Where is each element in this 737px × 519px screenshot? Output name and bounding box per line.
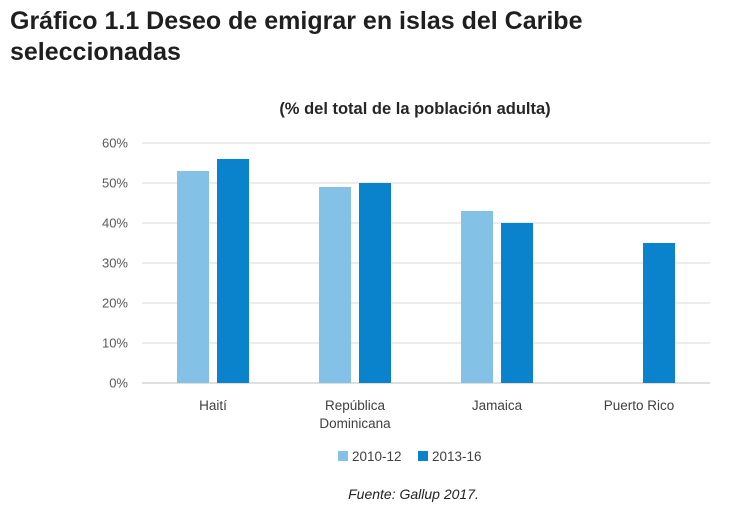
y-tick-label: 40%: [102, 216, 128, 231]
chart-title: Gráfico 1.1 Deseo de emigrar en islas de…: [10, 6, 720, 68]
legend-swatch: [418, 451, 428, 461]
x-category-label: Jamaica: [472, 398, 523, 413]
bars: [177, 159, 675, 383]
y-tick-label: 10%: [102, 336, 128, 351]
chart-title-line-1: Gráfico 1.1 Deseo de emigrar en islas de…: [10, 7, 583, 35]
bar-2013-16-2: [501, 223, 533, 383]
legend-label: 2010-12: [352, 449, 402, 464]
bar-2010-12-1: [319, 187, 351, 383]
x-category-label: República Dominicana: [319, 398, 391, 431]
legend: 2010-12 2013-16: [338, 449, 482, 464]
bar-2010-12-2: [461, 211, 493, 383]
chart-subtitle: (% del total de la población adulta): [279, 100, 551, 118]
y-tick-label: 50%: [102, 176, 128, 191]
source-note: Fuente: Gallup 2017.: [348, 486, 479, 502]
legend-item: 2013-16: [418, 449, 482, 464]
legend-label: 2013-16: [432, 449, 482, 464]
bar-2013-16-3: [643, 243, 675, 383]
y-tick-label: 60%: [102, 136, 128, 151]
legend-swatch: [338, 451, 348, 461]
chart-title-line-2: seleccionadas: [10, 38, 181, 66]
legend-item: 2010-12: [338, 449, 402, 464]
bar-2013-16-0: [217, 159, 249, 383]
y-tick-label: 0%: [109, 376, 128, 391]
y-tick-label: 30%: [102, 256, 128, 271]
x-category-label: Haití: [199, 398, 227, 413]
bar-2013-16-1: [359, 183, 391, 383]
bar-2010-12-0: [177, 171, 209, 383]
x-axis-categories: Haití República Dominicana Jamaica Puerto Ri…: [199, 398, 674, 431]
y-tick-label: 20%: [102, 296, 128, 311]
x-category-label: Puerto Rico: [604, 398, 675, 413]
y-axis-ticks: 0% 10% 20% 30% 40% 50% 60%: [102, 136, 128, 391]
